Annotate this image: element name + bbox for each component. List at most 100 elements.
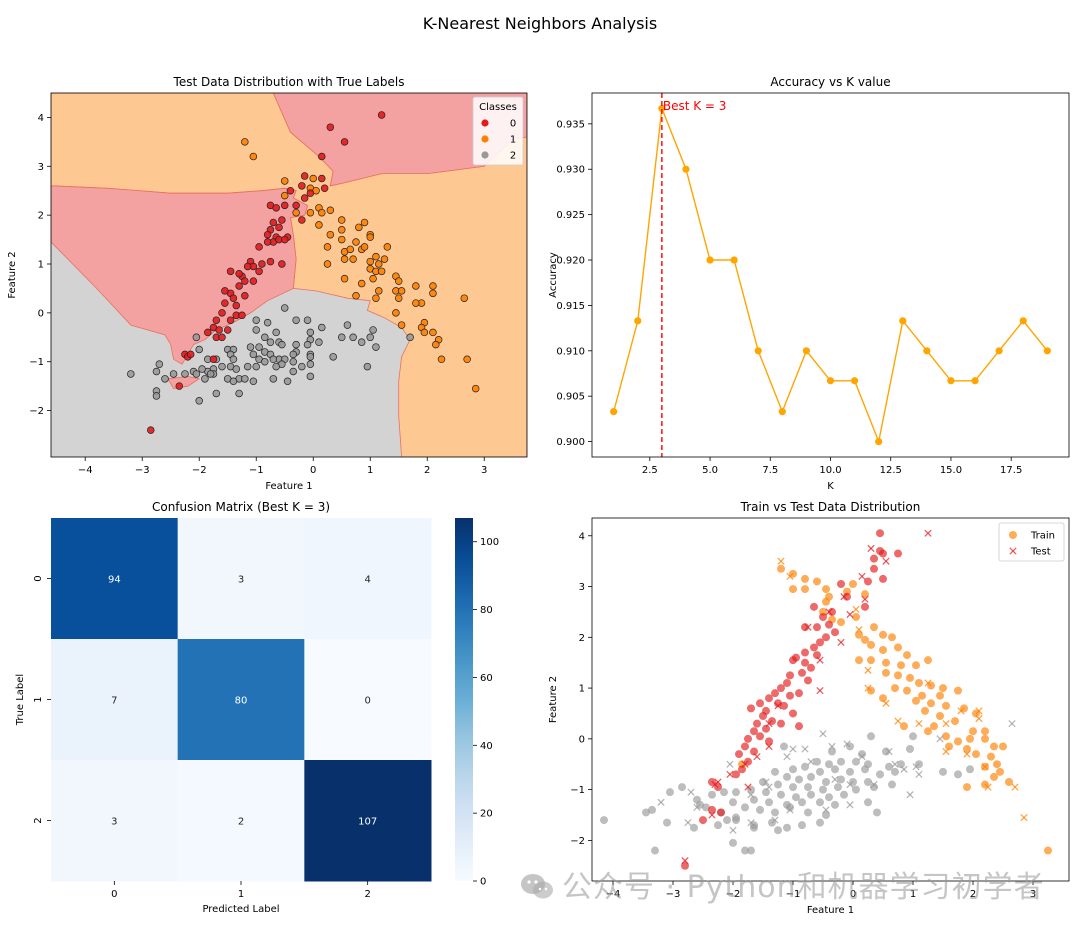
train-point-class-1 xyxy=(963,745,971,753)
train-point-class-1 xyxy=(924,727,932,736)
train-point-class-0 xyxy=(894,549,902,558)
data-point-class-1 xyxy=(471,384,480,393)
train-point-class-2 xyxy=(774,826,782,835)
data-point-class-0 xyxy=(221,299,229,307)
data-point-class-1 xyxy=(429,282,437,290)
train-point-class-0 xyxy=(756,699,764,708)
train-point-class-2 xyxy=(723,816,731,825)
x-tick-label: −2 xyxy=(192,465,207,476)
data-point-class-2 xyxy=(292,340,300,349)
train-point-class-2 xyxy=(789,765,797,774)
data-point-class-2 xyxy=(306,353,315,361)
data-point-class-0 xyxy=(186,350,195,359)
heatmap-cell xyxy=(304,760,432,882)
data-point-class-2 xyxy=(261,357,269,366)
train-point-class-2 xyxy=(885,762,893,771)
data-point-class-0 xyxy=(175,382,184,390)
x-marker-stroke xyxy=(762,778,770,786)
data-point-class-0 xyxy=(326,123,335,131)
test-point-class-0 xyxy=(867,544,875,553)
train-point-class-1 xyxy=(996,767,1004,776)
accuracy-point xyxy=(610,408,618,416)
train-point-class-2 xyxy=(729,798,737,807)
x-tick-label: 3 xyxy=(1030,889,1036,900)
train-point-class-0 xyxy=(837,580,845,588)
train-point-class-1 xyxy=(927,699,935,708)
x-axis-label: Predicted Label xyxy=(202,904,279,915)
test-point-class-0 xyxy=(681,857,689,865)
data-point-class-1 xyxy=(437,355,446,364)
x-marker-stroke xyxy=(771,816,779,824)
train-point-class-2 xyxy=(798,821,806,830)
data-point-class-2 xyxy=(315,338,323,346)
data-point-class-2 xyxy=(243,362,252,371)
x-marker-stroke xyxy=(861,595,869,603)
data-point-class-1 xyxy=(340,255,349,263)
train-point-class-2 xyxy=(798,798,806,807)
figure-suptitle: K-Nearest Neighbors Analysis xyxy=(422,14,658,33)
data-point-class-2 xyxy=(212,389,221,398)
data-point-class-0 xyxy=(275,223,283,232)
train-point-class-1 xyxy=(789,585,797,594)
test-point-class-2 xyxy=(831,775,839,784)
accuracy-point xyxy=(971,377,979,385)
x-marker-stroke xyxy=(846,780,854,789)
train-point-class-1 xyxy=(939,684,947,693)
data-point-class-0 xyxy=(218,309,226,317)
train-point-class-2 xyxy=(864,798,872,807)
x-marker-stroke xyxy=(687,788,695,796)
y-tick-label: 1 xyxy=(579,684,585,695)
x-marker-stroke xyxy=(942,719,950,728)
data-point-class-1 xyxy=(397,321,406,329)
colorbar-tick-label: 60 xyxy=(480,673,493,684)
test-point-class-1 xyxy=(855,626,863,634)
train-point-class-2 xyxy=(783,772,791,781)
train-point-class-2 xyxy=(807,772,815,781)
train-point-class-1 xyxy=(915,679,923,687)
data-point-class-2 xyxy=(366,333,374,342)
train-point-class-1 xyxy=(993,760,1001,769)
data-point-class-2 xyxy=(127,370,135,378)
test-point-class-2 xyxy=(801,745,809,753)
data-point-class-0 xyxy=(306,189,315,197)
x-marker-stroke xyxy=(837,638,845,647)
accuracy-point xyxy=(1043,347,1051,355)
train-point-class-2 xyxy=(651,846,659,855)
y-tick-label: 2 xyxy=(33,817,44,823)
data-point-class-2 xyxy=(329,353,337,361)
x-marker-stroke xyxy=(975,714,983,723)
data-point-class-0 xyxy=(292,201,300,210)
data-point-class-0 xyxy=(278,216,286,224)
legend-marker-test xyxy=(1009,547,1017,555)
x-marker-stroke xyxy=(882,557,890,565)
x-marker-stroke xyxy=(789,745,797,753)
heatmap-cell-value: 0 xyxy=(364,696,370,707)
train-point-class-2 xyxy=(846,767,854,776)
x-marker-stroke xyxy=(828,742,836,751)
data-point-class-1 xyxy=(323,243,332,251)
train-point-class-1 xyxy=(849,580,857,588)
test-point-class-2 xyxy=(771,816,779,824)
test-point-class-2 xyxy=(747,818,755,827)
accuracy-point xyxy=(923,347,931,355)
x-marker-stroke xyxy=(870,780,878,789)
data-point-class-0 xyxy=(212,316,221,324)
test-point-class-2 xyxy=(891,760,899,768)
test-point-class-0 xyxy=(816,686,824,695)
data-point-class-1 xyxy=(380,255,389,263)
test-point-class-0 xyxy=(846,610,854,619)
x-tick-label: 2 xyxy=(424,465,430,476)
data-point-class-1 xyxy=(360,218,369,227)
train-point-class-0 xyxy=(762,724,770,733)
train-point-class-2 xyxy=(741,803,749,812)
train-point-class-0 xyxy=(783,679,791,687)
data-point-class-0 xyxy=(272,204,280,212)
test-point-class-0 xyxy=(840,593,848,601)
train-point-class-1 xyxy=(852,613,860,621)
train-point-class-1 xyxy=(945,742,953,751)
accuracy-point xyxy=(754,347,762,355)
data-point-class-0 xyxy=(229,294,238,302)
y-tick-label: 0.915 xyxy=(556,301,585,312)
best-k-annotation: Best K = 3 xyxy=(663,99,727,113)
train-point-class-2 xyxy=(888,780,896,789)
